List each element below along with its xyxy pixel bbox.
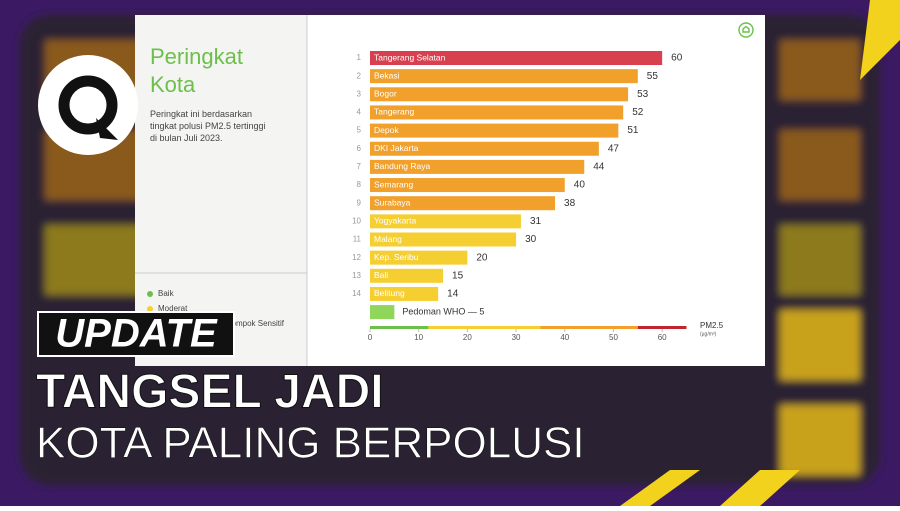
x-tick-label: 30 [512, 333, 521, 342]
subtitle: Peringkat ini berdasarkan tingkat polusi … [150, 109, 266, 143]
bar [370, 250, 468, 265]
bar [370, 87, 629, 102]
x-tick-label: 60 [658, 333, 667, 342]
headline: TANGSEL JADI [36, 366, 384, 419]
legend-label: Moderat [158, 304, 188, 313]
x-axis-label: PM2.5 [700, 321, 724, 330]
rank: 6 [357, 144, 362, 153]
axis-band [540, 326, 638, 329]
value-label: 60 [671, 53, 683, 64]
value-label: 55 [647, 71, 659, 82]
title-line: Peringkat [150, 44, 243, 69]
axis-band [428, 326, 541, 329]
legend-swatch [147, 306, 153, 312]
badge-box [37, 311, 235, 357]
bar-label: Yogyakarta [374, 216, 416, 226]
value-label: 47 [608, 143, 620, 154]
title-line: Kota [150, 72, 196, 97]
x-axis-unit: (µg/m³) [700, 331, 717, 337]
x-tick-label: 40 [560, 333, 569, 342]
bar-label: Bogor [374, 89, 397, 99]
bar [370, 105, 624, 120]
bar-label: Bekasi [374, 70, 400, 80]
x-tick-label: 50 [609, 333, 618, 342]
stripe [620, 470, 700, 506]
bar-label: Surabaya [374, 197, 411, 207]
bar-label: Kep. Seribu [374, 252, 419, 262]
bar-label: Bali [374, 270, 388, 280]
bar-label: Tangerang Selatan [374, 52, 446, 62]
rank: 13 [352, 271, 361, 280]
value-label: 38 [564, 198, 576, 209]
rank: 5 [357, 126, 362, 135]
who-bar [370, 305, 395, 320]
value-label: 40 [574, 180, 586, 191]
bar-label: Tangerang [374, 107, 414, 117]
bar-label: Malang [374, 234, 402, 244]
bar [370, 178, 565, 193]
bar [370, 232, 517, 247]
bar-label: Belitung [374, 288, 405, 298]
axis-band [370, 326, 429, 329]
value-label: 52 [632, 107, 644, 118]
rank: 4 [357, 108, 362, 117]
rank: 7 [357, 162, 362, 171]
rank: 14 [352, 289, 361, 298]
who-label: Pedoman WHO — 5 [402, 306, 484, 316]
value-label: 15 [452, 270, 464, 281]
value-label: 53 [637, 89, 649, 100]
rank: 11 [353, 235, 362, 244]
bar-label: Bandung Raya [374, 161, 431, 171]
subtitle-line: tingkat polusi PM2.5 tertinggi [150, 121, 266, 131]
legend-label: Baik [158, 289, 175, 298]
bar-label: DKI Jakarta [374, 143, 419, 153]
bar [370, 268, 444, 283]
rank: 8 [357, 180, 362, 189]
title: Peringkat Kota [150, 44, 243, 97]
rank: 2 [357, 71, 362, 80]
value-label: 30 [525, 234, 537, 245]
rank: 10 [352, 216, 361, 225]
value-label: 14 [447, 289, 459, 300]
value-label: 31 [530, 216, 542, 227]
subtitle-line: Peringkat ini berdasarkan [150, 109, 252, 119]
bar [370, 123, 619, 138]
axis-band [637, 326, 687, 329]
badge: UPDATE [55, 312, 218, 356]
headline: KOTA PALING BERPOLUSI [36, 419, 585, 468]
bar [370, 214, 521, 229]
stripe [720, 470, 800, 506]
rank: 12 [352, 253, 361, 262]
value-label: 44 [593, 162, 605, 173]
bar [370, 196, 556, 211]
bar [370, 51, 663, 65]
bar [370, 286, 439, 301]
x-tick-label: 0 [368, 333, 373, 342]
value-label: 20 [476, 252, 488, 263]
stripe [860, 0, 900, 80]
chart: Peringkat Kota Peringkat ini berdasarkan ti… [147, 44, 724, 343]
bar [370, 159, 585, 174]
x-tick-label: 20 [463, 333, 472, 342]
bar-label: Semarang [374, 179, 413, 189]
legend-swatch [147, 291, 153, 297]
subtitle-line: di bulan Juli 2023. [150, 133, 223, 143]
bar [370, 69, 638, 84]
x-tick-label: 10 [414, 333, 423, 342]
rank: 3 [357, 89, 362, 98]
logo [38, 55, 138, 155]
side-panel [135, 15, 307, 366]
rank: 9 [357, 198, 362, 207]
bar-label: Depok [374, 125, 399, 135]
rank: 1 [357, 53, 362, 62]
bar [370, 141, 599, 156]
home-icon [738, 22, 754, 38]
value-label: 51 [627, 125, 639, 136]
